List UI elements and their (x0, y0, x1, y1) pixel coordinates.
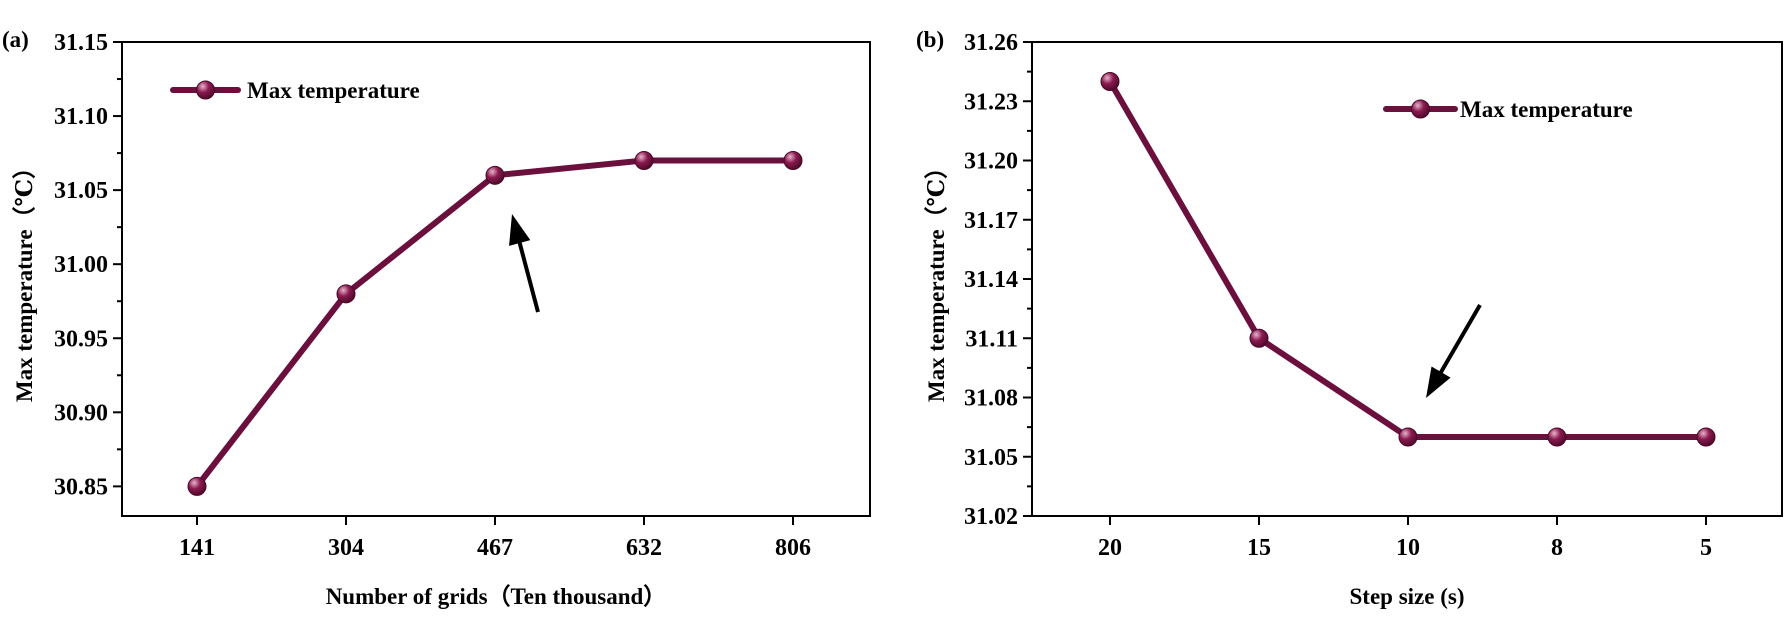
legend: Max temperature (170, 78, 420, 103)
x-tick-label: 632 (626, 535, 662, 561)
x-tick-label: 20 (1098, 535, 1122, 561)
x-axis-title: Number of grids（Ten thousand） (326, 583, 667, 609)
y-tick-label: 31.15 (54, 30, 108, 56)
series-line (194, 157, 796, 490)
y-tick-label: 31.10 (54, 104, 108, 130)
arrow-shaft (517, 240, 540, 313)
x-tick-label: 15 (1247, 535, 1271, 561)
y-tick-label: 31.17 (964, 208, 1018, 234)
arrow-head (509, 214, 531, 246)
y-tick-label: 31.23 (964, 89, 1018, 115)
data-point (1398, 427, 1418, 447)
data-point (1547, 427, 1567, 447)
legend-label: Max temperature (247, 78, 420, 103)
x-tick-label: 304 (328, 535, 364, 561)
chart-panel-a: 30.85 30.90 30.95 31.00 31.05 31.10 31.15 141 30… (2, 27, 871, 609)
annotation-arrow (1426, 303, 1482, 398)
annotation-arrow (509, 214, 540, 313)
y-axis-title: Max temperature（℃） (11, 156, 37, 402)
y-tick-label: 31.20 (964, 149, 1018, 175)
chart-panel-b: 31.02 31.05 31.08 31.11 31.14 31.17 31.20 31.23… (916, 27, 1783, 609)
legend-marker (1411, 99, 1430, 119)
y-tick-label: 31.05 (54, 178, 108, 204)
x-axis-title: Step size (s) (1350, 584, 1465, 609)
data-point (1696, 427, 1716, 447)
data-point (187, 476, 207, 496)
y-tick-label: 30.95 (54, 326, 108, 352)
panel-label: (a) (2, 27, 29, 52)
y-tick-label: 30.85 (54, 474, 108, 500)
series-line (1107, 78, 1709, 440)
x-tick-label: 141 (179, 535, 215, 561)
y-tick-label: 31.02 (964, 504, 1018, 530)
y-tick-label: 31.26 (964, 30, 1018, 56)
y-tick-label: 31.11 (965, 326, 1018, 352)
y-tick-label: 30.90 (54, 400, 108, 426)
y-tick-label: 31.14 (964, 267, 1018, 293)
x-tick-label: 467 (477, 535, 513, 561)
data-point (1100, 72, 1120, 91)
arrow-shaft (1438, 303, 1482, 375)
panel-label: (b) (916, 27, 944, 52)
x-tick-label: 10 (1396, 535, 1420, 561)
x-tick-label: 8 (1551, 535, 1563, 561)
legend: Max temperature (1383, 97, 1633, 122)
data-point (783, 151, 803, 170)
data-point (634, 151, 654, 170)
y-tick-label: 31.08 (964, 386, 1018, 412)
x-tick-label: 5 (1700, 535, 1712, 561)
legend-label: Max temperature (1460, 97, 1633, 122)
y-tick-label: 31.05 (964, 445, 1018, 471)
plot-frame (121, 41, 871, 517)
y-axis-title: Max temperature（℃） (923, 156, 949, 402)
data-point (485, 165, 505, 185)
x-tick-label: 806 (775, 535, 811, 561)
arrow-head (1426, 366, 1451, 398)
y-tick-label: 31.00 (54, 252, 108, 278)
data-point (1249, 328, 1269, 348)
data-point (336, 284, 356, 304)
legend-marker (196, 80, 215, 100)
